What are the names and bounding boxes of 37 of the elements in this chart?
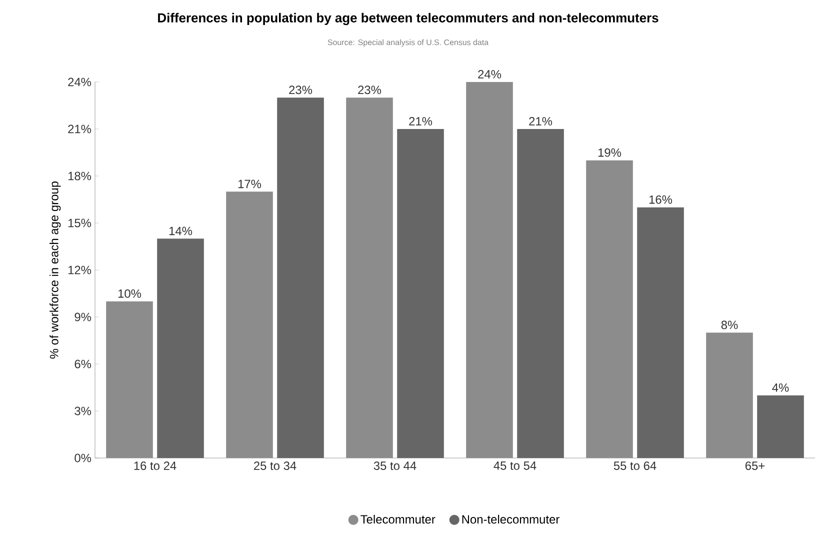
bar <box>637 207 684 458</box>
x-tick-label: 16 to 24 <box>134 462 176 470</box>
data-label: 21% <box>409 117 432 126</box>
y-tick-label: 12% <box>68 266 92 274</box>
bar <box>517 128 564 458</box>
y-tick-label: 24% <box>68 78 92 86</box>
y-tick-label: 9% <box>74 312 92 322</box>
data-label: 21% <box>529 117 552 126</box>
data-label: 24% <box>478 70 502 78</box>
bar <box>757 395 804 458</box>
y-axis-title: % of workforce in each age group <box>50 181 61 359</box>
legend-label: Non-telecommuter <box>462 514 560 524</box>
data-label: 10% <box>118 289 142 298</box>
y-tick-label: 6% <box>74 360 92 368</box>
y-tick-label: 0% <box>74 454 92 462</box>
data-label: 17% <box>238 180 262 188</box>
x-tick-label: 35 to 44 <box>374 462 416 470</box>
data-label: 16% <box>649 195 672 204</box>
data-label: 4% <box>772 383 789 392</box>
legend-label: Telecommuter <box>360 514 436 524</box>
bar <box>157 238 204 458</box>
x-tick-label: 65+ <box>745 462 765 470</box>
chart-title: Differences in population by age between telecommuters and non-telecommuters <box>158 12 658 26</box>
y-tick-label: 21% <box>68 124 92 134</box>
x-tick-label: 55 to 64 <box>614 462 656 470</box>
data-label: 14% <box>169 226 192 236</box>
x-tick-label: 45 to 54 <box>494 462 536 470</box>
data-label: 23% <box>358 86 382 94</box>
bar <box>277 98 324 458</box>
data-label: 8% <box>721 320 738 330</box>
y-tick-label: 3% <box>74 406 92 416</box>
bar <box>397 128 444 458</box>
data-label: 23% <box>289 86 312 94</box>
y-tick-label: 15% <box>68 218 92 228</box>
data-label: 19% <box>598 148 622 157</box>
x-tick-label: 25 to 34 <box>254 462 296 470</box>
y-tick-label: 18% <box>68 172 92 180</box>
